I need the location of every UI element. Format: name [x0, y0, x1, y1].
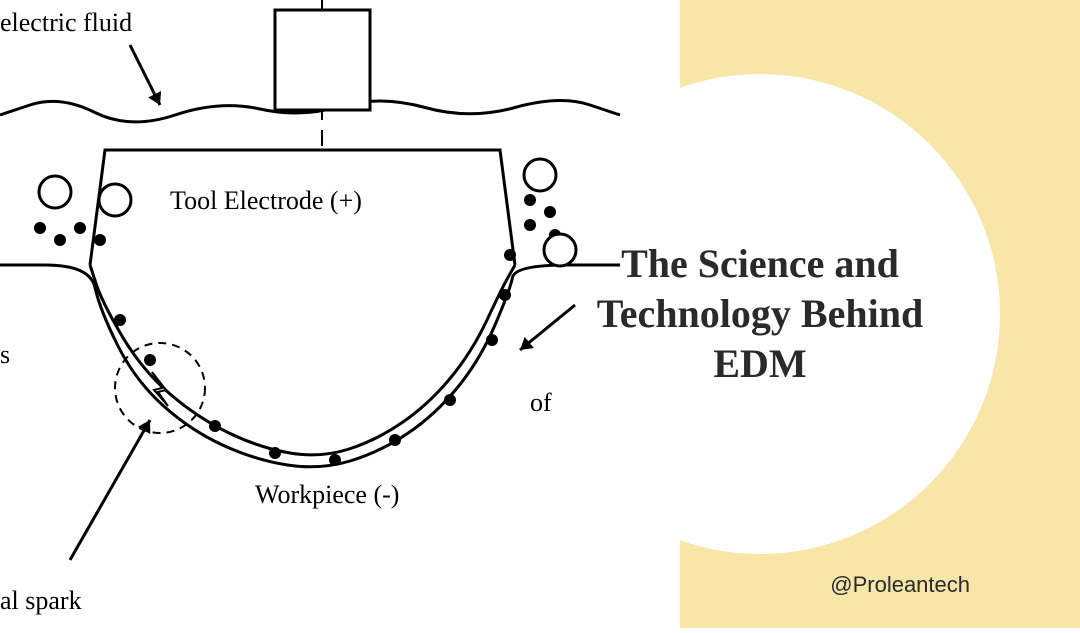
label-right-cut: of	[530, 388, 552, 418]
label-left-cut: s	[0, 340, 10, 370]
label-workpiece: Workpiece (-)	[255, 480, 399, 510]
label-tool-electrode: Tool Electrode (+)	[170, 186, 362, 216]
attribution-text: @Proleantech	[830, 572, 970, 598]
label-spark: al spark	[0, 586, 82, 616]
diagram-svg	[0, 0, 700, 628]
edm-schematic: electric fluid Tool Electrode (+) Workpi…	[0, 0, 700, 628]
label-dielectric-fluid: electric fluid	[0, 8, 132, 38]
